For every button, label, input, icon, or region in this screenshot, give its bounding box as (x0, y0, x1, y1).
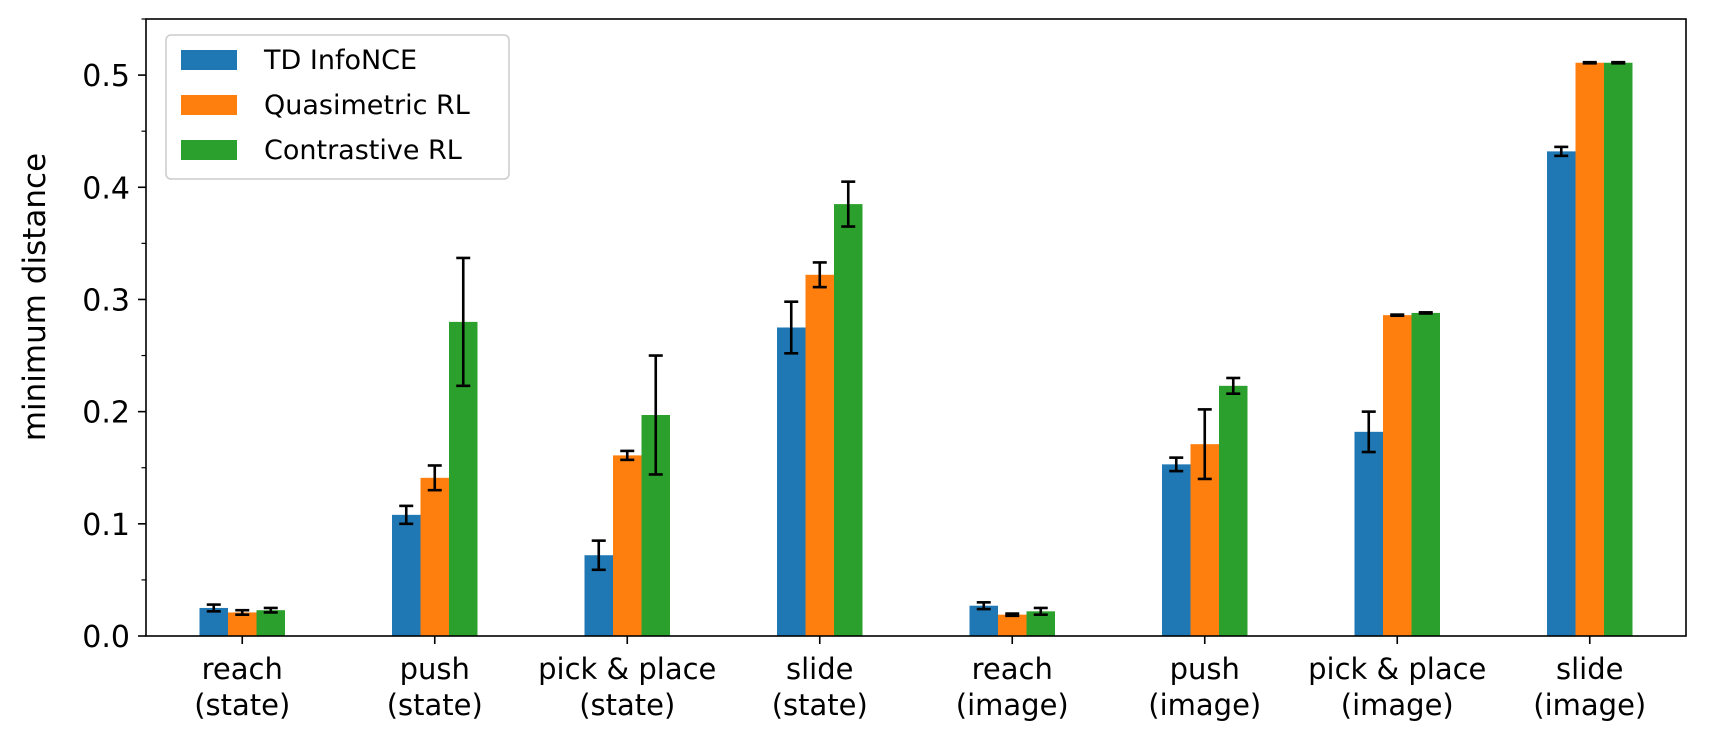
legend-swatch (181, 140, 237, 160)
x-tick-label: (state) (772, 688, 868, 722)
error-bar (206, 603, 221, 613)
bar (1162, 464, 1191, 636)
bar (1411, 312, 1440, 636)
x-tick-label: push (400, 652, 470, 686)
axes: 0.00.10.20.30.40.5reach(state)push(state… (82, 18, 1687, 722)
legend-entry-label: TD InfoNCE (263, 45, 417, 76)
x-tick-label: reach (202, 652, 283, 686)
error-bar (1033, 606, 1048, 616)
legend-swatch (181, 50, 237, 70)
x-tick-label: pick & place (538, 652, 716, 686)
x-tick-label: (image) (1148, 688, 1261, 722)
bar (1354, 431, 1383, 636)
error-bar (1582, 60, 1597, 65)
bar (1604, 62, 1633, 636)
bar (228, 612, 257, 636)
legend-swatch (181, 95, 237, 115)
error-bar (648, 354, 663, 476)
bar (777, 327, 806, 636)
x-tick-label: (state) (579, 688, 675, 722)
y-tick-label: 0.0 (82, 620, 130, 655)
bar (256, 610, 285, 636)
error-bar (456, 256, 471, 388)
x-tick-label: (image) (1341, 688, 1454, 722)
bar (1547, 151, 1576, 636)
y-tick-label: 0.1 (82, 508, 130, 543)
error-bar (263, 606, 278, 614)
bar (199, 607, 228, 636)
legend-entry-label: Contrastive RL (264, 135, 462, 166)
error-bar (620, 449, 635, 462)
y-tick-label: 0.2 (82, 396, 130, 431)
bar (1219, 385, 1248, 636)
x-tick-label: (state) (387, 688, 483, 722)
x-tick-label: (image) (1533, 688, 1646, 722)
x-tick-label: slide (1556, 652, 1623, 686)
error-bar (1390, 313, 1405, 318)
error-bar (1418, 311, 1433, 315)
bar (613, 455, 642, 636)
error-bar (1005, 612, 1020, 618)
error-bar (1611, 60, 1626, 65)
bar (998, 614, 1027, 636)
error-bar (1226, 376, 1241, 395)
legend: TD InfoNCE Quasimetric RL Contrastive RL (165, 34, 510, 180)
x-tick-label: slide (786, 652, 853, 686)
error-bar (591, 539, 606, 572)
plot-frame (145, 18, 1687, 637)
bar (1383, 315, 1412, 636)
x-tick-label: push (1170, 652, 1240, 686)
error-bar (427, 464, 442, 492)
x-tick-label: (image) (956, 688, 1069, 722)
bar (805, 274, 834, 636)
x-tick-label: (state) (194, 688, 290, 722)
error-bar (976, 601, 991, 611)
y-tick-label: 0.4 (82, 171, 130, 206)
y-axis-label: minimum distance (17, 153, 53, 441)
x-tick-label: pick & place (1308, 652, 1486, 686)
error-bar (399, 504, 414, 526)
bar (969, 605, 998, 636)
plot-marks (199, 60, 1633, 636)
y-tick-label: 0.5 (82, 59, 130, 94)
legend-frame (165, 34, 510, 180)
error-bar (784, 300, 799, 355)
error-bar (1169, 456, 1184, 473)
error-bar (812, 261, 827, 289)
error-bar (1361, 410, 1376, 454)
y-tick-label: 0.3 (82, 283, 130, 318)
bar (1575, 62, 1604, 636)
error-bar (1554, 145, 1569, 158)
x-tick-label: reach (972, 652, 1053, 686)
error-bar (1197, 408, 1212, 481)
legend-entry-label: Quasimetric RL (264, 90, 470, 121)
bar (392, 514, 421, 636)
bar (420, 477, 449, 636)
error-bar (235, 608, 250, 616)
bar (834, 204, 863, 636)
error-bar (841, 180, 856, 228)
